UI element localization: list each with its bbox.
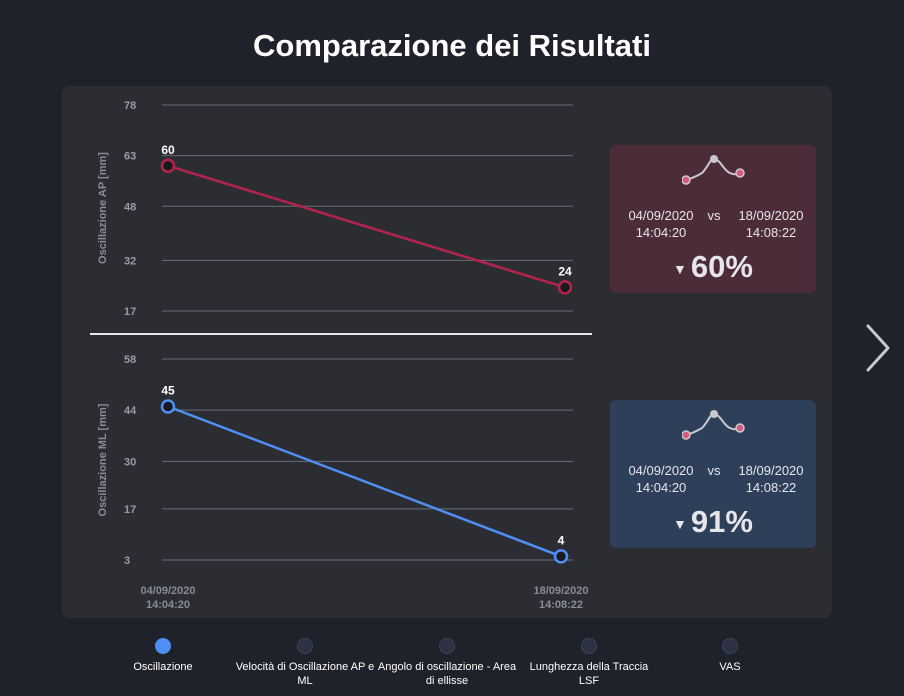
nav-item-angolo[interactable]: Angolo di oscillazione - Area di ellisse <box>377 638 517 688</box>
card-dates: 04/09/2020 14:04:20 vs 18/09/2020 14:08:… <box>610 462 816 496</box>
card-time-start: 14:04:20 <box>635 480 687 495</box>
x-tick-start-date: 04/09/2020 <box>140 585 195 597</box>
nav-label: Oscillazione <box>133 661 193 673</box>
card-percent-value: 60% <box>690 249 753 284</box>
nav-dot[interactable] <box>155 638 171 654</box>
trend-sparkline-icon <box>682 155 745 185</box>
data-point[interactable] <box>160 158 176 174</box>
x-axis-labels: 04/09/2020 14:04:20 18/09/2020 14:08:22 <box>140 585 588 611</box>
comparison-card-ap[interactable]: 04/09/2020 14:04:20 vs 18/09/2020 14:08:… <box>610 145 816 293</box>
data-label: 60 <box>161 143 175 157</box>
series-line <box>167 405 562 558</box>
nav-label: VAS <box>719 661 741 673</box>
nav-item-lunghezza[interactable]: Lunghezza della Traccia LSF <box>519 638 659 688</box>
card-time-start: 14:04:20 <box>635 225 687 240</box>
y-tick-label: 78 <box>124 100 136 112</box>
y-tick-label: 17 <box>124 504 136 516</box>
comparison-card-ml[interactable]: 04/09/2020 14:04:20 vs 18/09/2020 14:08:… <box>610 400 816 548</box>
y-tick-label: 44 <box>124 405 137 417</box>
card-time-end: 14:08:22 <box>745 480 797 495</box>
data-label: 45 <box>161 384 175 398</box>
card-dates: 04/09/2020 14:04:20 vs 18/09/2020 14:08:… <box>610 207 816 241</box>
data-point[interactable] <box>553 549 569 564</box>
card-percent: ▼ 60% <box>610 249 816 285</box>
card-percent-value: 91% <box>690 504 753 539</box>
y-tick-label: 30 <box>124 456 136 468</box>
card-vs: vs <box>707 208 721 223</box>
y-tick-label: 17 <box>124 306 136 318</box>
card-date-start: 04/09/2020 <box>628 463 694 478</box>
card-date-end: 18/09/2020 <box>738 208 804 223</box>
y-tick-label: 3 <box>124 555 130 567</box>
data-label: 24 <box>558 264 572 278</box>
nav-label: Lunghezza della Traccia LSF <box>529 661 649 687</box>
trend-sparkline-icon <box>682 410 745 440</box>
nav-dot[interactable] <box>297 638 313 654</box>
decrease-arrow-icon: ▼ <box>673 260 687 277</box>
card-time-end: 14:08:22 <box>745 225 797 240</box>
nav-dot[interactable] <box>439 638 455 654</box>
nav-item-vas[interactable]: VAS <box>660 638 800 674</box>
page-title: Comparazione dei Risultati <box>253 28 651 63</box>
card-vs: vs <box>707 463 721 478</box>
y-axis-label: Oscillazione AP [mm] <box>97 152 109 264</box>
nav-item-velocita[interactable]: Velocità di Oscillazione AP e ML <box>235 638 375 688</box>
chart-ml: 58 44 30 17 3 Oscillazione ML [mm] 45 4 <box>97 354 573 567</box>
nav-dot[interactable] <box>722 638 738 654</box>
card-date-start: 04/09/2020 <box>628 208 694 223</box>
card-date-end: 18/09/2020 <box>738 463 804 478</box>
x-tick-end-time: 14:08:22 <box>539 599 583 611</box>
chart-ap: 78 63 48 32 17 Oscillazione AP [mm] 60 24 <box>97 100 573 318</box>
nav-label: Angolo di oscillazione - Area di ellisse <box>377 661 517 687</box>
nav-dot[interactable] <box>581 638 597 654</box>
y-tick-label: 58 <box>124 354 136 366</box>
nav-item-oscillazione[interactable]: Oscillazione <box>93 638 233 674</box>
chevron-right-icon[interactable] <box>862 322 892 374</box>
y-tick-label: 48 <box>124 201 136 213</box>
data-label: 4 <box>558 533 565 547</box>
series-line <box>167 164 566 289</box>
x-tick-end-date: 18/09/2020 <box>533 585 588 597</box>
y-tick-label: 32 <box>124 255 136 267</box>
nav-label: Velocità di Oscillazione AP e ML <box>235 661 375 687</box>
data-point[interactable] <box>160 399 176 414</box>
x-tick-start-time: 14:04:20 <box>146 599 190 611</box>
decrease-arrow-icon: ▼ <box>673 515 687 532</box>
y-axis-label: Oscillazione ML [mm] <box>97 403 109 516</box>
card-percent: ▼ 91% <box>610 504 816 540</box>
y-tick-label: 63 <box>124 151 136 163</box>
data-point[interactable] <box>557 280 573 295</box>
